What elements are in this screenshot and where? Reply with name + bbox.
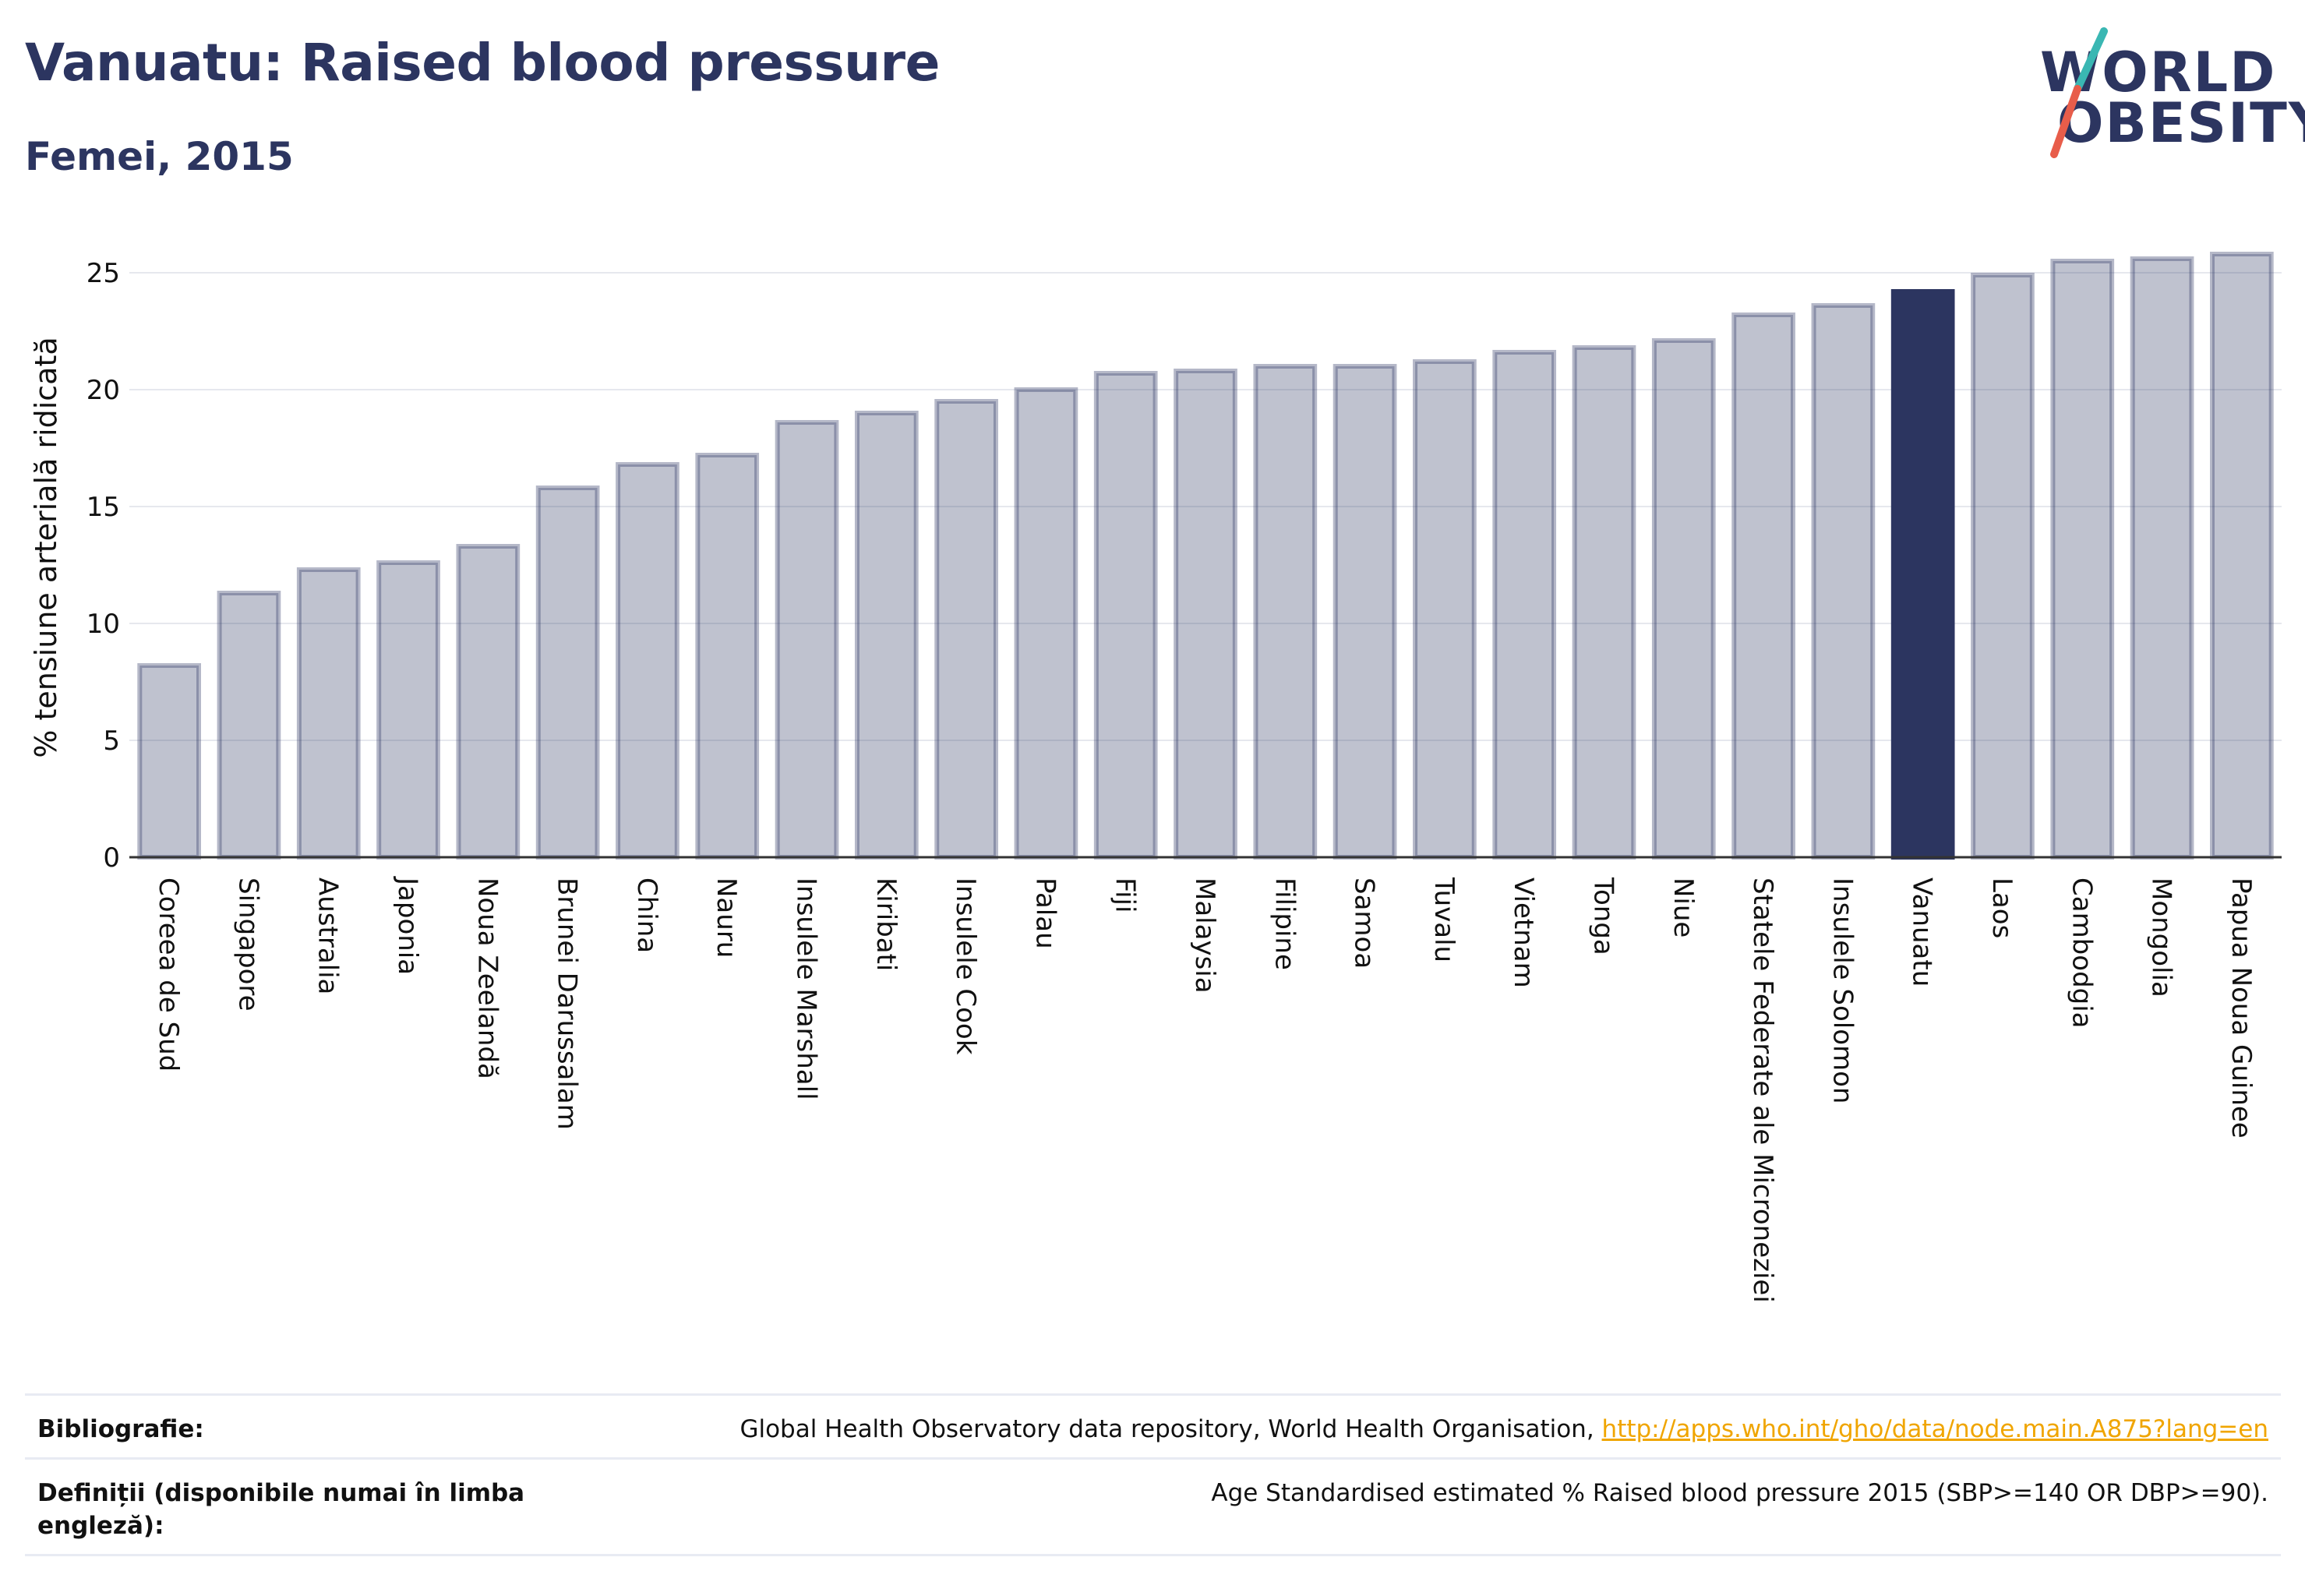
x-tick-label: Japonia: [392, 876, 423, 975]
y-tick-label: 20: [86, 375, 120, 406]
x-tick-label: Noua Zeelandă: [471, 877, 503, 1079]
footer-bottom-rule: [25, 1554, 2281, 1556]
x-tick-label: Laos: [1986, 877, 2017, 938]
x-tick-label: Fiji: [1110, 877, 1141, 913]
world-obesity-logo: WORLD OBESITY: [2026, 22, 2305, 170]
x-tick-label: Vietnam: [1508, 877, 1539, 988]
bar[interactable]: [1651, 338, 1716, 860]
bar[interactable]: [376, 560, 440, 860]
bibliography-text: Global Health Observatory data repositor…: [740, 1415, 1602, 1443]
x-tick-label: Australia: [312, 877, 344, 994]
bar[interactable]: [1093, 371, 1158, 860]
x-tick-label: Coreea de Sud: [153, 877, 184, 1072]
bar[interactable]: [616, 462, 679, 860]
y-axis-label: % tensiune arterială ridicată: [29, 337, 63, 757]
logo-slash-icon: [2050, 27, 2108, 158]
bibliography-value: Global Health Observatory data repositor…: [740, 1413, 2268, 1446]
y-tick-labels: 0 5 10 15 20 25: [86, 258, 120, 874]
x-tick-label: Kiribati: [870, 877, 902, 971]
bar[interactable]: [2210, 252, 2274, 860]
bar[interactable]: [535, 486, 600, 860]
y-tick-label: 0: [103, 842, 120, 874]
bar[interactable]: [1014, 387, 1078, 860]
definitions-value: Age Standardised estimated % Raised bloo…: [1211, 1479, 2268, 1507]
x-tick-label: Mongolia: [2146, 877, 2177, 998]
bar[interactable]: [854, 411, 919, 860]
bar[interactable]: [1731, 312, 1795, 860]
bar[interactable]: [137, 663, 201, 860]
x-tick-label: Insulele Marshall: [791, 877, 822, 1100]
logo-line-obesity: OBESITY: [2057, 91, 2305, 155]
bar[interactable]: [217, 591, 281, 860]
bar-highlight[interactable]: [1890, 289, 1955, 860]
bar[interactable]: [695, 453, 760, 860]
x-tick-label: Niue: [1668, 877, 1699, 937]
x-tick-label: Vanuatu: [1907, 877, 1938, 987]
bar[interactable]: [2130, 256, 2194, 860]
x-tick-label: China: [631, 877, 662, 953]
bar[interactable]: [296, 567, 361, 860]
x-tick-label: Samoa: [1349, 877, 1380, 969]
x-tick-label: Malaysia: [1189, 877, 1220, 994]
y-tick-label: 10: [86, 609, 120, 640]
bar[interactable]: [1413, 359, 1477, 860]
definitions-row: Definiții (disponibile numai în limba en…: [25, 1457, 2281, 1556]
chart-title: Vanuatu: Raised blood pressure: [25, 33, 940, 93]
x-tick-label: Filipine: [1269, 877, 1300, 970]
bibliography-row: Bibliografie: Global Health Observatory …: [25, 1393, 2281, 1458]
x-tick-labels: Coreea de Sud Singapore Australia Japonia No…: [153, 876, 2257, 1303]
bar[interactable]: [1811, 303, 1876, 860]
x-tick-label: Cambodgia: [2066, 877, 2097, 1029]
x-tick-label: Nauru: [711, 877, 742, 958]
bars: [137, 252, 2274, 860]
y-tick-label: 5: [103, 726, 120, 757]
bar[interactable]: [775, 420, 839, 860]
bar[interactable]: [934, 399, 998, 860]
bar[interactable]: [1572, 345, 1636, 860]
x-tick-label: Singapore: [232, 877, 263, 1012]
x-tick-label: Palau: [1029, 877, 1061, 949]
bar[interactable]: [1971, 273, 2035, 860]
x-tick-label: Tuvalu: [1428, 877, 1460, 962]
definitions-label: Definiții (disponibile numai în limba en…: [37, 1479, 525, 1540]
y-tick-label: 25: [86, 258, 120, 289]
bibliography-link[interactable]: http://apps.who.int/gho/data/node.main.A…: [1601, 1415, 2268, 1443]
x-tick-label: Brunei Darussalam: [552, 877, 583, 1130]
bar-chart: 0 5 10 15 20 25 Coreea de Sud Singapore Austral…: [29, 252, 2282, 1303]
x-tick-label: Papua Noua Guinee: [2226, 877, 2257, 1139]
x-tick-label: Insulele Cook: [950, 877, 981, 1055]
chart-subtitle: Femei, 2015: [25, 134, 294, 179]
bar[interactable]: [1333, 364, 1397, 860]
bibliography-label: Bibliografie:: [37, 1415, 204, 1443]
x-tick-label: Tonga: [1587, 877, 1618, 955]
bar[interactable]: [1253, 364, 1318, 860]
y-tick-label: 15: [86, 492, 120, 523]
bar[interactable]: [456, 544, 521, 860]
x-tick-label: Insulele Solomon: [1827, 877, 1858, 1103]
bar[interactable]: [1174, 369, 1237, 860]
bar[interactable]: [2050, 259, 2115, 860]
bar[interactable]: [1492, 350, 1557, 860]
x-tick-label: Statele Federate ale Microneziei: [1747, 877, 1778, 1303]
